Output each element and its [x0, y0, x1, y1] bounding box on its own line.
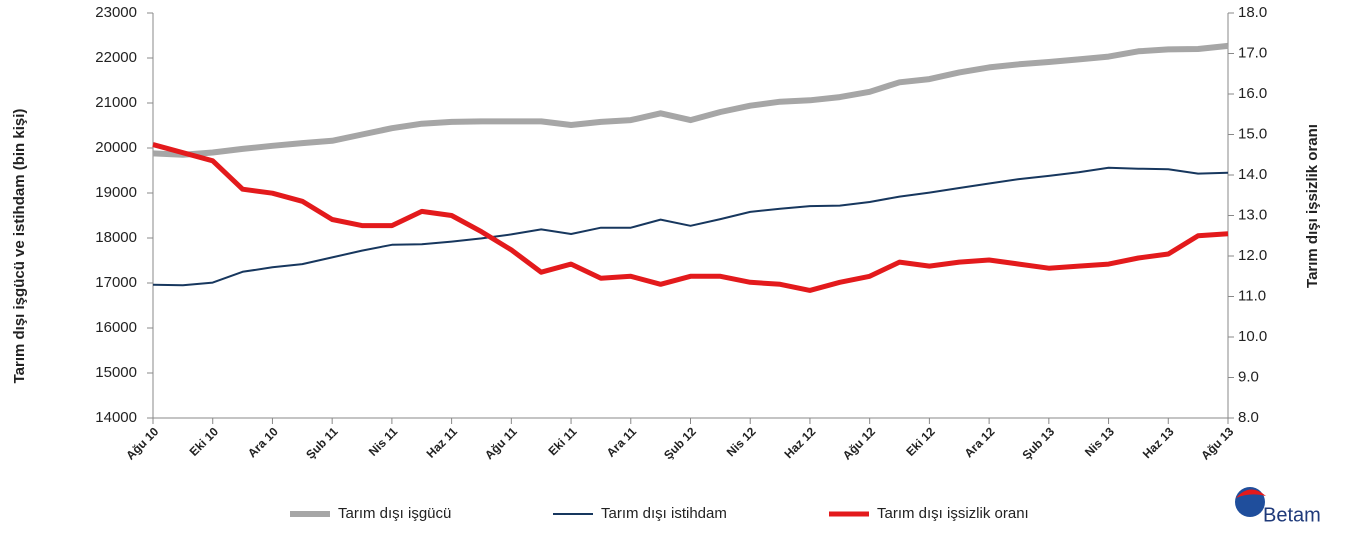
y2-tick-label: 18.0	[1238, 4, 1267, 21]
x-tick-label: Nis 12	[724, 424, 759, 459]
series-line	[152, 42, 1229, 158]
x-tick-label: Ağu 12	[840, 424, 878, 462]
legend-label: Tarım dışı istihdam	[601, 505, 727, 522]
y-tick-label: 18000	[95, 229, 137, 246]
y-tick-label: 14000	[95, 409, 137, 426]
x-tick-label: Ağu 10	[123, 424, 161, 462]
y-tick-label: 19000	[95, 184, 137, 201]
x-tick-label: Eki 12	[903, 424, 938, 459]
y2-tick-label: 12.0	[1238, 247, 1267, 264]
legend-label: Tarım dışı işsizlik oranı	[877, 505, 1029, 522]
y2-tick-label: 10.0	[1238, 328, 1267, 345]
y2-tick-label: 9.0	[1238, 368, 1259, 385]
x-tick-label: Nis 11	[366, 424, 401, 459]
y2-tick-label: 11.0	[1238, 287, 1266, 304]
x-tick-label: Ara 11	[604, 424, 640, 460]
y-tick-label: 23000	[95, 4, 137, 21]
y2-tick-label: 16.0	[1238, 85, 1267, 102]
x-tick-label: Ağu 11	[482, 424, 520, 462]
y2-tick-label: 15.0	[1238, 125, 1267, 142]
y-tick-label: 22000	[95, 49, 137, 66]
x-tick-label: Eki 10	[187, 424, 222, 459]
x-tick-label: Ağu 13	[1198, 424, 1236, 462]
x-tick-label: Nis 13	[1082, 424, 1117, 459]
logo-swoosh	[1236, 489, 1266, 498]
x-tick-label: Şub 13	[1019, 424, 1057, 462]
y2-tick-label: 14.0	[1238, 166, 1267, 183]
x-tick-label: Haz 11	[424, 424, 461, 461]
y-tick-label: 15000	[95, 364, 137, 381]
y-tick-label: 21000	[95, 94, 137, 111]
x-tick-label: Haz 13	[1140, 424, 1177, 461]
y2-tick-label: 8.0	[1238, 409, 1259, 426]
logo: Betam	[1235, 487, 1321, 526]
y-tick-label: 17000	[95, 274, 137, 291]
logo-text: Betam	[1263, 504, 1321, 526]
x-tick-label: Eki 11	[545, 424, 579, 458]
x-tick-label: Şub 12	[661, 424, 699, 462]
series-line	[152, 142, 1229, 293]
y2-tick-label: 17.0	[1238, 44, 1267, 61]
y-axis-title: Tarım dışı işgücü ve istihdam (bin kişi)	[11, 109, 28, 384]
x-tick-label: Haz 12	[782, 424, 819, 461]
y2-tick-label: 13.0	[1238, 206, 1267, 223]
x-tick-label: Şub 11	[303, 424, 340, 461]
legend-label: Tarım dışı işgücü	[338, 505, 451, 522]
y-tick-label: 16000	[95, 319, 137, 336]
x-tick-label: Ara 12	[962, 424, 998, 460]
y2-axis-title: Tarım dışı işsizlik oranı	[1304, 124, 1321, 288]
series-line	[152, 166, 1229, 287]
x-tick-label: Ara 10	[245, 424, 281, 460]
y-tick-label: 20000	[95, 139, 137, 156]
